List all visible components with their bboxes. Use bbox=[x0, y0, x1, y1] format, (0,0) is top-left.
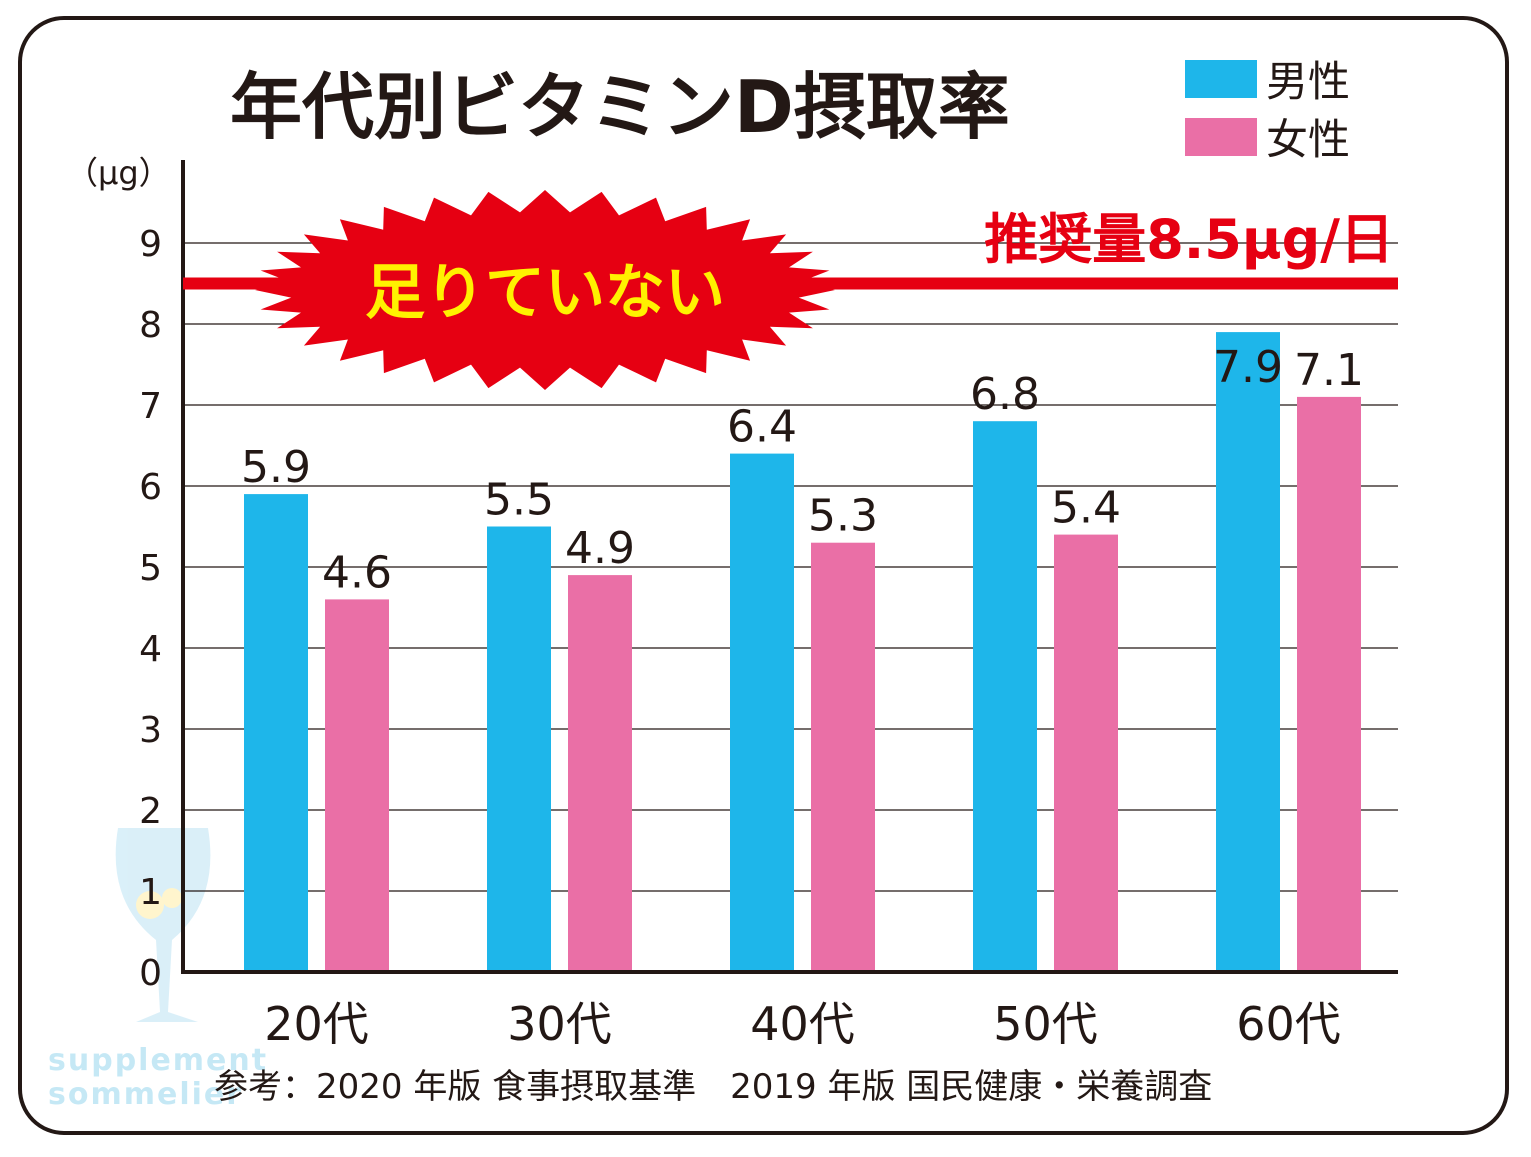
y-tick-label: 8 bbox=[139, 305, 162, 346]
bar-male-30代 bbox=[487, 526, 551, 972]
y-tick-label: 2 bbox=[139, 791, 162, 832]
data-label: 7.9 bbox=[1213, 342, 1283, 393]
legend-label-male: 男性 bbox=[1266, 57, 1350, 106]
bar-female-20代 bbox=[325, 599, 389, 972]
data-label: 6.8 bbox=[970, 369, 1040, 420]
data-label: 6.4 bbox=[727, 402, 797, 453]
x-tick-label: 20代 bbox=[264, 997, 369, 1051]
y-tick-label: 9 bbox=[139, 224, 162, 265]
x-tick-labels: 20代 30代 40代 50代 60代 bbox=[264, 997, 1341, 1051]
source-note: 参考：2020 年版 食事摂取基準 2019 年版 国民健康・栄養調査 bbox=[214, 1067, 1212, 1107]
legend-swatch-male bbox=[1185, 60, 1257, 98]
legend-label-female: 女性 bbox=[1266, 115, 1350, 164]
y-tick-label: 4 bbox=[139, 629, 162, 670]
bar-male-50代 bbox=[973, 421, 1037, 972]
chart-title: 年代別ビタミンD摂取率 bbox=[230, 65, 1010, 149]
callout-text: 足りていない bbox=[365, 258, 725, 328]
x-tick-label: 60代 bbox=[1236, 997, 1341, 1051]
watermark-line2: sommelier bbox=[48, 1077, 243, 1112]
data-labels: 5.9 4.6 5.54.9 6.45.3 6.8 5.4 7.9 7.1 bbox=[241, 342, 1364, 598]
bar-female-60代 bbox=[1297, 396, 1361, 972]
y-tick-label: 5 bbox=[139, 548, 162, 589]
y-tick-label: 0 bbox=[139, 953, 162, 994]
data-label: 5.9 bbox=[241, 442, 311, 493]
y-axis-unit: （μg） bbox=[66, 154, 171, 192]
y-tick-label: 6 bbox=[139, 467, 162, 508]
burst-shape bbox=[255, 190, 835, 390]
y-tick-label: 3 bbox=[139, 710, 162, 751]
bar-male-60代 bbox=[1216, 332, 1280, 973]
chart-frame bbox=[18, 16, 1509, 1135]
data-label: 4.6 bbox=[322, 547, 392, 598]
bar-male-20代 bbox=[244, 494, 308, 972]
legend-swatch-female bbox=[1185, 118, 1257, 156]
x-tick-label: 50代 bbox=[993, 997, 1098, 1051]
bar-female-50代 bbox=[1054, 534, 1118, 972]
y-tick-label: 7 bbox=[139, 386, 162, 427]
legend: 男性 女性 bbox=[1185, 57, 1350, 164]
y-tick-labels: 0 1 2 3 4 5 6 7 8 9 bbox=[139, 224, 162, 994]
bar-female-30代 bbox=[568, 575, 632, 972]
watermark: supplement sommelier bbox=[48, 828, 268, 1112]
wine-glass-icon bbox=[115, 828, 211, 1022]
bar-male-40代 bbox=[730, 453, 794, 973]
data-label: 5.5 bbox=[484, 475, 554, 526]
data-label: 4.9 bbox=[565, 523, 635, 574]
reference-label: 推奨量8.5μg/日 bbox=[984, 208, 1394, 271]
watermark-line1: supplement bbox=[48, 1043, 268, 1078]
x-tick-label: 30代 bbox=[507, 997, 612, 1051]
x-tick-label: 40代 bbox=[750, 997, 855, 1051]
data-label: 5.4 bbox=[1051, 483, 1121, 534]
data-label: 7.1 bbox=[1294, 345, 1364, 396]
bars bbox=[244, 332, 1361, 973]
callout-burst: 足りていない bbox=[255, 190, 835, 390]
y-tick-label: 1 bbox=[139, 872, 162, 913]
data-label: 5.3 bbox=[808, 491, 878, 542]
bar-female-40代 bbox=[811, 542, 875, 972]
